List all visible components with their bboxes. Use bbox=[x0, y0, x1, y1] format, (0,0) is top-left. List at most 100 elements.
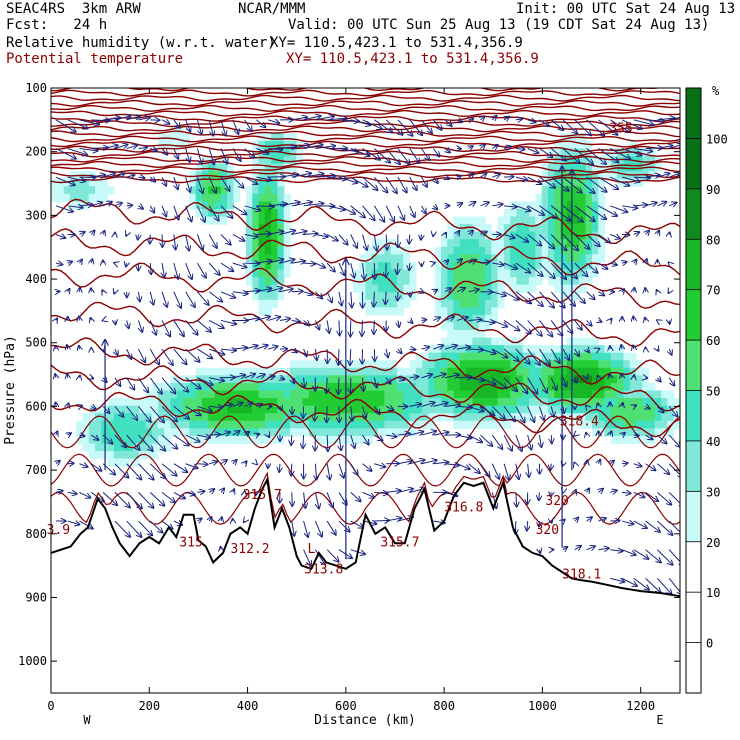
wind-vector bbox=[161, 377, 175, 394]
wind-vector bbox=[503, 146, 511, 148]
rh-cell bbox=[346, 375, 354, 384]
rh-cell bbox=[220, 382, 228, 392]
rh-cell bbox=[440, 322, 448, 331]
rh-cell bbox=[573, 345, 580, 354]
wind-vector bbox=[185, 205, 192, 222]
rh-cell bbox=[440, 292, 448, 301]
rh-cell bbox=[466, 239, 474, 248]
rh-cell bbox=[264, 133, 272, 142]
wind-vector bbox=[173, 205, 179, 220]
rh-cell bbox=[541, 390, 549, 399]
wind-vector bbox=[385, 119, 402, 135]
rh-cell bbox=[516, 367, 524, 376]
rh-cell bbox=[220, 367, 228, 376]
wind-vector bbox=[657, 434, 666, 443]
wind-vector bbox=[280, 406, 282, 410]
rh-cell bbox=[478, 390, 486, 399]
rh-cell bbox=[208, 390, 216, 399]
rh-cell bbox=[258, 261, 266, 271]
rh-cell bbox=[283, 367, 291, 376]
colorbar-swatch bbox=[686, 491, 701, 542]
rh-cell bbox=[239, 428, 247, 437]
rh-cell bbox=[113, 435, 121, 445]
rh-cell bbox=[541, 269, 549, 278]
rh-cell bbox=[516, 254, 524, 263]
rh-cell bbox=[591, 209, 599, 218]
rh-cell bbox=[510, 246, 518, 255]
rh-cell bbox=[642, 375, 650, 384]
rh-cell bbox=[541, 231, 549, 240]
wind-vector bbox=[633, 577, 649, 589]
wind-vector bbox=[126, 520, 142, 537]
theta-contour bbox=[51, 130, 680, 138]
wind-vector bbox=[338, 463, 344, 478]
rh-cell bbox=[409, 261, 417, 271]
wind-vector bbox=[220, 349, 236, 350]
wind-vector bbox=[208, 119, 213, 136]
rh-cell bbox=[396, 428, 404, 437]
rh-cell bbox=[510, 367, 518, 376]
rh-cell bbox=[378, 360, 385, 369]
rh-cell bbox=[478, 360, 486, 369]
wind-vector bbox=[268, 204, 287, 206]
rh-cell bbox=[365, 382, 373, 392]
rh-cell bbox=[264, 246, 272, 255]
theta-contour bbox=[51, 104, 680, 112]
wind-vector bbox=[149, 434, 165, 451]
wind-vector bbox=[244, 205, 261, 211]
rh-cell bbox=[428, 345, 436, 354]
rh-cell bbox=[485, 224, 492, 233]
wind-vector bbox=[280, 378, 284, 380]
rh-cell bbox=[239, 420, 247, 429]
rh-cell bbox=[560, 284, 568, 293]
wind-vector bbox=[91, 259, 92, 263]
rh-cell bbox=[579, 209, 587, 218]
rh-cell bbox=[598, 398, 606, 407]
wind-vector bbox=[468, 319, 482, 320]
wind-vector bbox=[562, 234, 578, 250]
wind-vector bbox=[339, 320, 340, 335]
rh-cell bbox=[529, 345, 536, 354]
wind-vector bbox=[232, 292, 248, 294]
rh-cell bbox=[201, 428, 209, 437]
rh-cell bbox=[384, 398, 392, 407]
wind-vector bbox=[657, 173, 669, 177]
rh-cell bbox=[264, 405, 272, 414]
rh-cell bbox=[579, 420, 587, 429]
rh-cell bbox=[535, 216, 543, 225]
wind-vector bbox=[315, 146, 335, 149]
wind-vector bbox=[173, 377, 188, 392]
rh-cell bbox=[440, 413, 448, 422]
rh-cell bbox=[478, 352, 486, 361]
rh-cell bbox=[315, 360, 323, 369]
rh-cell bbox=[290, 390, 297, 399]
rh-cell bbox=[604, 156, 612, 165]
wind-vector bbox=[126, 348, 132, 359]
wind-vector bbox=[208, 205, 218, 221]
rh-cell bbox=[283, 420, 291, 429]
rh-cell bbox=[378, 254, 385, 263]
rh-cell bbox=[340, 428, 348, 437]
rh-cell bbox=[290, 420, 297, 429]
rh-cell bbox=[252, 428, 260, 437]
wind-vector bbox=[575, 518, 578, 521]
rh-cell bbox=[554, 284, 562, 293]
wind-vector bbox=[326, 492, 333, 507]
wind-vector bbox=[491, 492, 496, 508]
rh-cell bbox=[245, 246, 253, 255]
rh-cell bbox=[440, 307, 448, 316]
rh-cell bbox=[365, 367, 373, 376]
rh-cell bbox=[139, 398, 146, 407]
rh-cell bbox=[264, 299, 272, 308]
rh-cell bbox=[447, 322, 455, 331]
rh-cell bbox=[315, 398, 323, 407]
wind-vector bbox=[586, 176, 607, 192]
rh-cell bbox=[302, 367, 310, 376]
rh-cell bbox=[541, 178, 549, 187]
rh-cell bbox=[459, 307, 467, 316]
rh-cell bbox=[604, 405, 612, 414]
rh-cell bbox=[522, 216, 530, 225]
rh-cell bbox=[485, 284, 492, 293]
init-time: Init: 00 UTC Sat 24 Aug 13 bbox=[516, 1, 736, 17]
